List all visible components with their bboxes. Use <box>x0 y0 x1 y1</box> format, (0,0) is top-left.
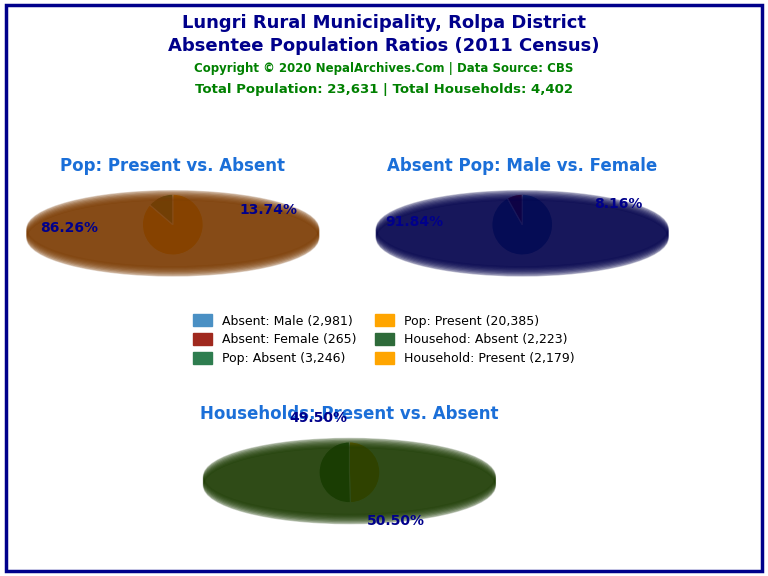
Text: Households: Present vs. Absent: Households: Present vs. Absent <box>200 405 498 423</box>
Text: Copyright © 2020 NepalArchives.Com | Data Source: CBS: Copyright © 2020 NepalArchives.Com | Dat… <box>194 62 574 75</box>
Text: Absent Pop: Male vs. Female: Absent Pop: Male vs. Female <box>387 157 657 175</box>
Text: 8.16%: 8.16% <box>594 198 642 211</box>
Text: Total Population: 23,631 | Total Households: 4,402: Total Population: 23,631 | Total Househo… <box>195 83 573 96</box>
Text: 91.84%: 91.84% <box>386 215 444 229</box>
Text: 86.26%: 86.26% <box>40 221 98 234</box>
Text: Lungri Rural Municipality, Rolpa District: Lungri Rural Municipality, Rolpa Distric… <box>182 14 586 32</box>
Wedge shape <box>142 194 204 255</box>
Text: 50.50%: 50.50% <box>366 514 425 528</box>
Text: 13.74%: 13.74% <box>240 203 298 217</box>
Wedge shape <box>349 442 380 503</box>
Text: 49.50%: 49.50% <box>290 411 348 425</box>
Text: Absentee Population Ratios (2011 Census): Absentee Population Ratios (2011 Census) <box>168 37 600 55</box>
Wedge shape <box>492 194 553 255</box>
Wedge shape <box>150 194 173 225</box>
Wedge shape <box>319 442 350 503</box>
Legend: Absent: Male (2,981), Absent: Female (265), Pop: Absent (3,246), Pop: Present (2: Absent: Male (2,981), Absent: Female (26… <box>194 314 574 365</box>
Text: Pop: Present vs. Absent: Pop: Present vs. Absent <box>61 157 285 175</box>
Wedge shape <box>508 194 522 225</box>
